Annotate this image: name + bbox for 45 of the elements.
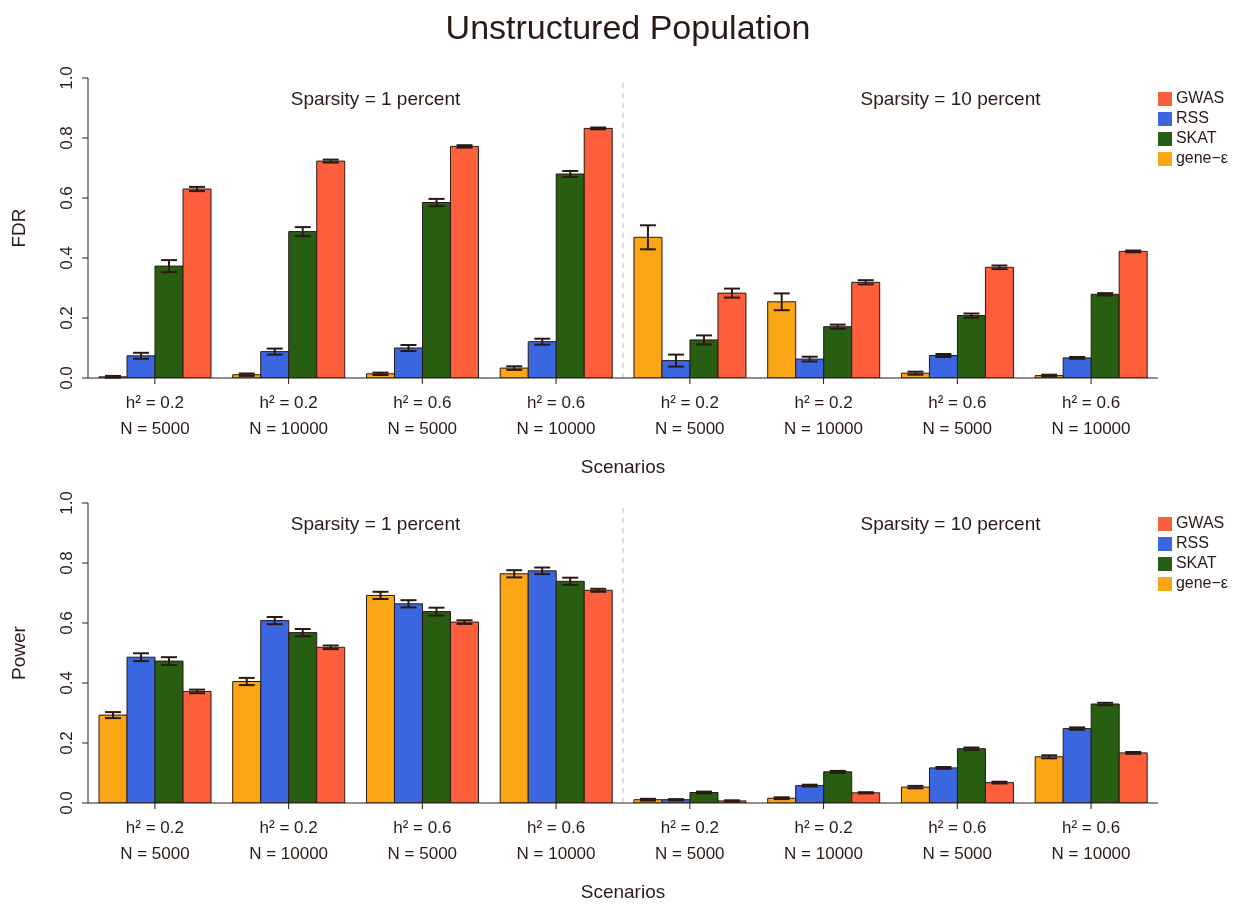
x-tick-label: h² = 0.6 N = 10000: [516, 818, 596, 863]
y-tick-label: 0.8: [57, 126, 76, 150]
legend-label: GWAS: [1175, 89, 1225, 106]
x-tick-label: h² = 0.2 N = 10000: [784, 818, 864, 863]
y-tick-label: 0.4: [57, 671, 76, 695]
legend-label: SKAT: [1175, 554, 1217, 571]
x-tick-label: h² = 0.2 N = 5000: [655, 393, 725, 438]
x-tick-label: h² = 0.6 N = 5000: [387, 818, 458, 863]
x-tick-label: h² = 0.6 N = 10000: [1051, 818, 1131, 863]
x-tick-label: h² = 0.2 N = 5000: [120, 393, 190, 438]
y-tick-label: 0.4: [57, 246, 76, 270]
x-tick-label: h² = 0.2 N = 10000: [784, 393, 864, 438]
annotation: Sparsity = 10 percent: [860, 88, 1041, 109]
y-tick-label: 0.2: [57, 731, 76, 755]
legend-label: gene−ε: [1175, 149, 1228, 166]
y-tick-label: 0.8: [57, 551, 76, 575]
x-tick-label: h² = 0.6 N = 5000: [922, 818, 993, 863]
y-tick-label: 0.0: [57, 791, 76, 815]
x-tick-label: h² = 0.2 N = 5000: [120, 818, 190, 863]
y-tick-label: 0.0: [57, 366, 76, 390]
x-axis-title: Scenarios: [580, 456, 666, 477]
x-tick-label: h² = 0.6 N = 5000: [387, 393, 458, 438]
y-axis-title: Power: [7, 625, 29, 680]
annotation: Sparsity = 10 percent: [860, 513, 1041, 534]
chart-title: Unstructured Population: [444, 8, 812, 48]
legend-label: RSS: [1175, 109, 1209, 126]
x-tick-label: h² = 0.6 N = 10000: [1051, 393, 1131, 438]
annotation: Sparsity = 1 percent: [289, 513, 462, 535]
x-tick-label: h² = 0.6 N = 10000: [516, 393, 596, 438]
x-tick-label: h² = 0.6 N = 5000: [922, 393, 993, 438]
x-tick-label: h² = 0.2 N = 10000: [249, 393, 329, 438]
legend-label: SKAT: [1175, 129, 1217, 146]
y-tick-label: 0.2: [57, 306, 76, 330]
legend-label: RSS: [1175, 534, 1209, 551]
y-axis-title: FDR: [7, 208, 29, 248]
legend-label: GWAS: [1175, 514, 1225, 531]
annotation: Sparsity = 1 percent: [289, 88, 462, 110]
y-tick-label: 0.6: [57, 186, 76, 210]
legend-label: gene−ε: [1175, 574, 1228, 591]
x-tick-label: h² = 0.2 N = 10000: [249, 818, 329, 863]
y-tick-label: 1.0: [57, 491, 76, 515]
y-tick-label: 0.6: [57, 611, 76, 635]
x-axis-title: Scenarios: [580, 881, 666, 902]
y-tick-label: 1.0: [57, 66, 76, 90]
x-tick-label: h² = 0.2 N = 5000: [655, 818, 725, 863]
